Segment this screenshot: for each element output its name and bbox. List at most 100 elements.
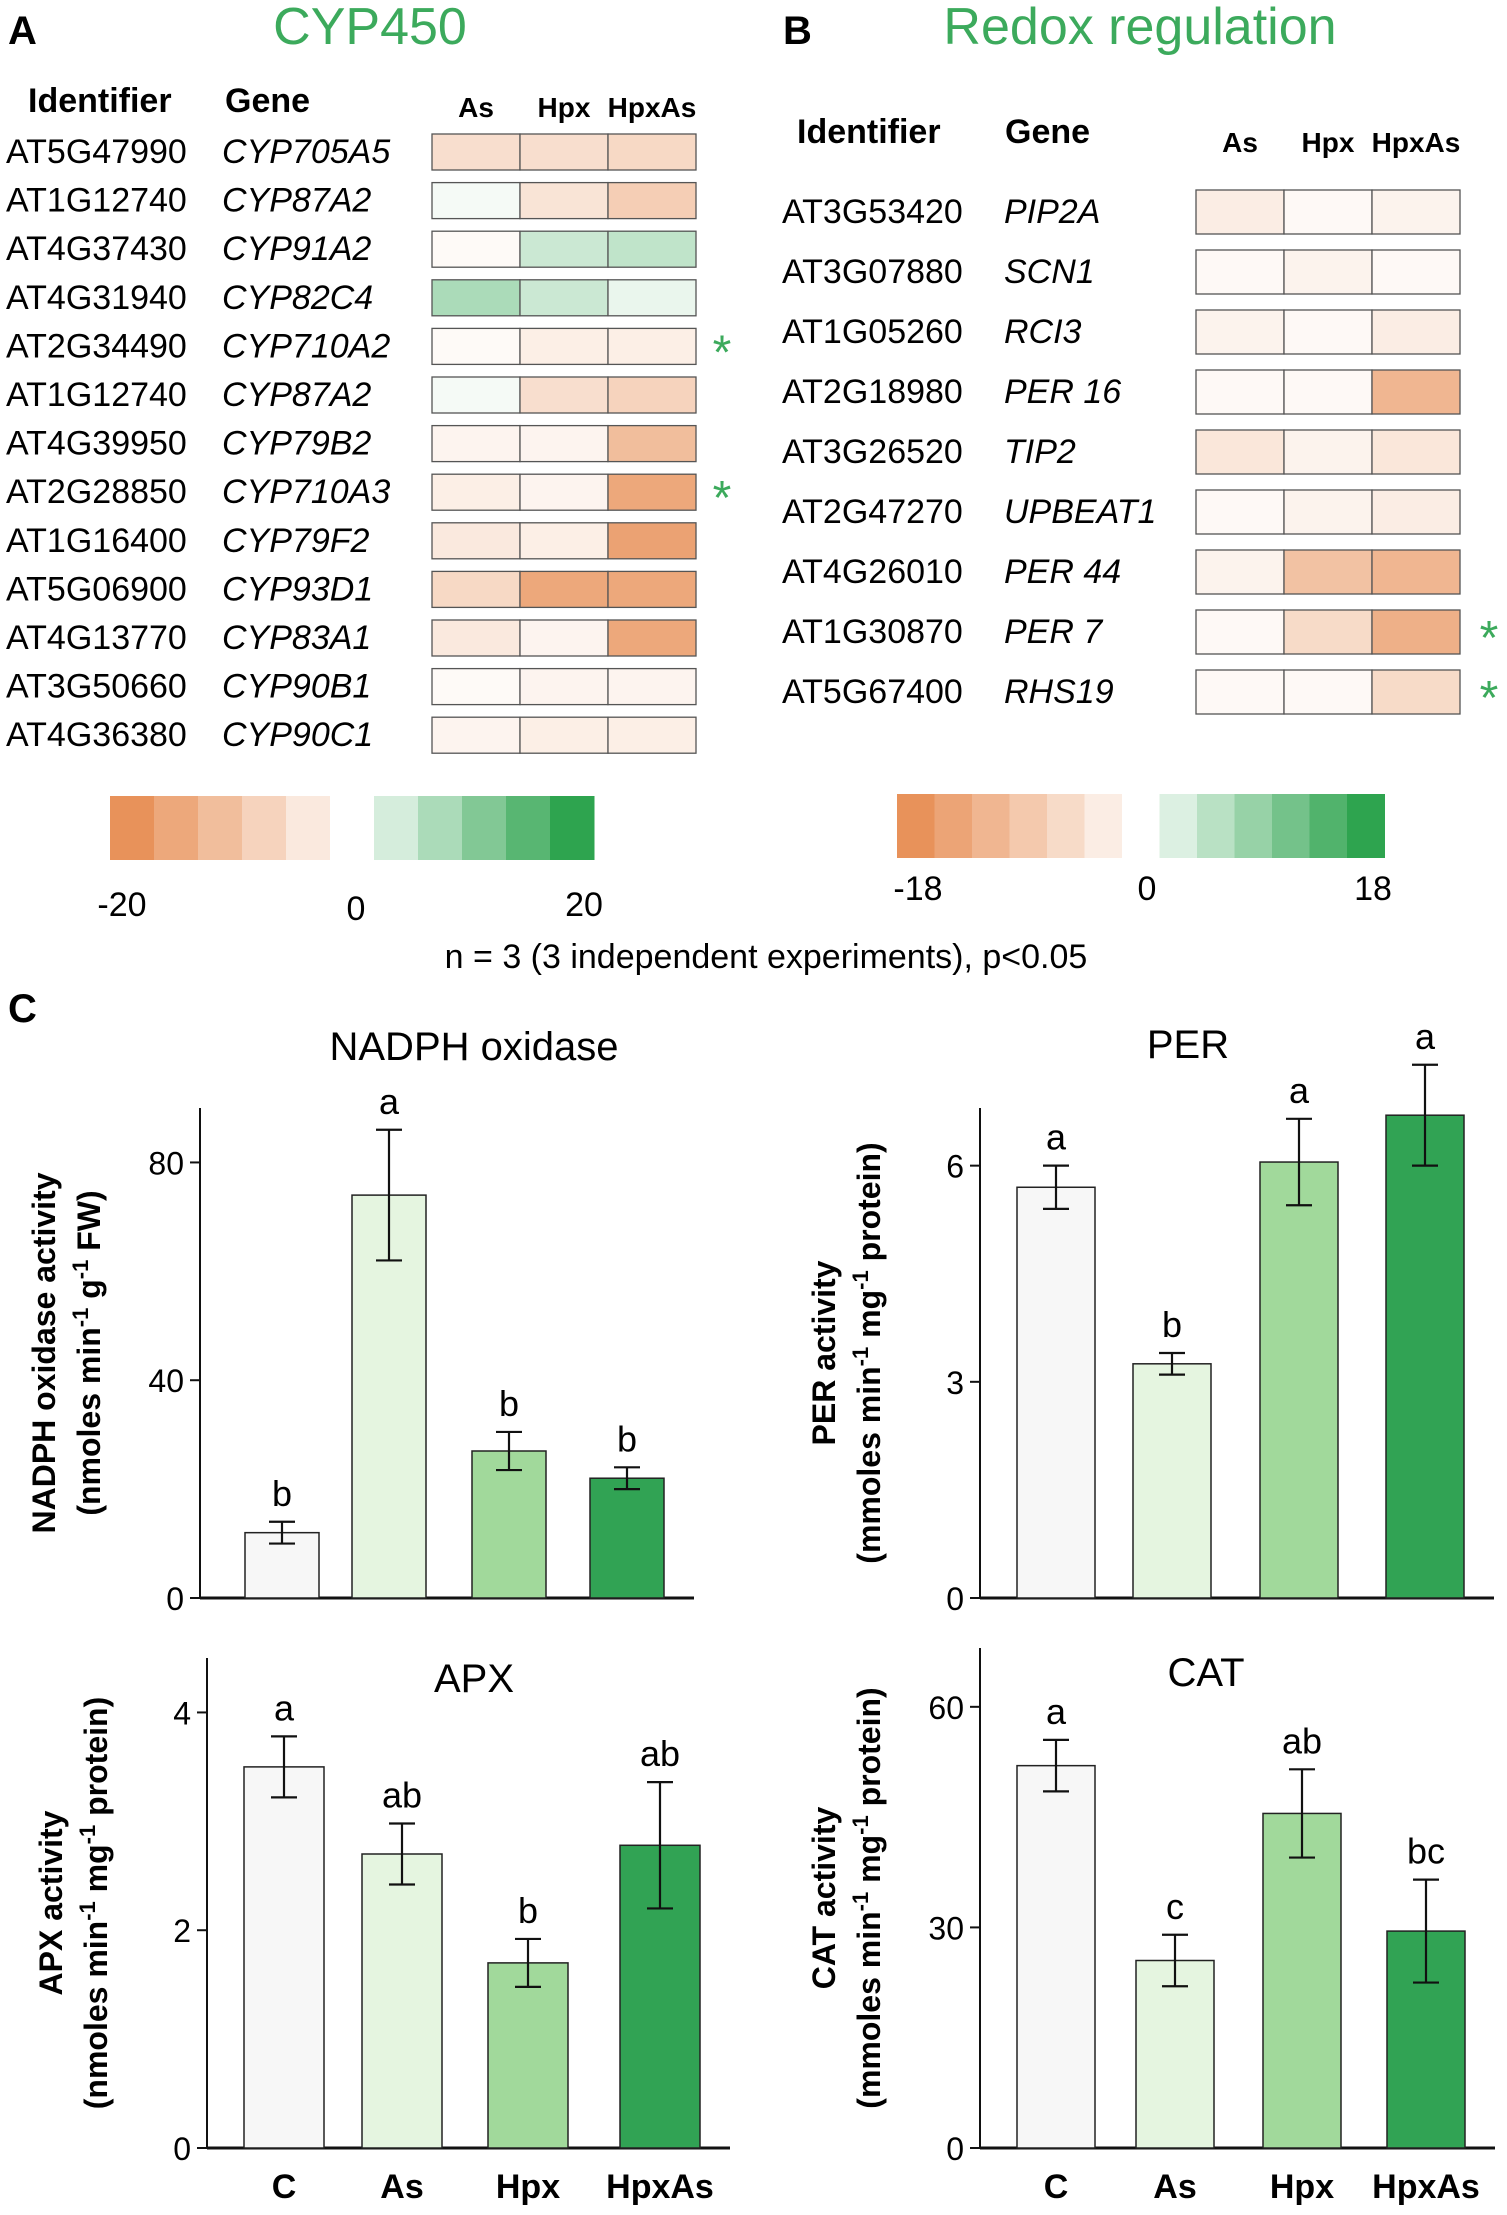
significance-letter: ab (640, 1733, 680, 1774)
color-scale-swatch (972, 794, 1010, 858)
gene-row: AT3G53420 PIP2A (782, 189, 1461, 235)
color-scale-swatch (330, 796, 375, 860)
gene-name: RCI3 (1004, 313, 1082, 351)
heatmap-cell (431, 473, 521, 511)
heatmap-cell (607, 181, 697, 220)
heatmap-cell (1195, 489, 1285, 535)
significance-letter: a (274, 1687, 295, 1728)
significance-star: * (1480, 672, 1499, 725)
gene-name: CYP93D1 (222, 570, 373, 608)
significance-letter: a (1046, 1117, 1067, 1158)
unit-text: FW) (71, 1190, 107, 1259)
heatmap-cell (1195, 249, 1285, 295)
heatmap-cell (519, 424, 609, 463)
color-scale-swatch (1347, 794, 1385, 858)
heatmap-cell (1283, 609, 1373, 655)
panel-b-identifier-header: Identifier (797, 113, 941, 151)
bar-As (1132, 1363, 1212, 1599)
heatmap-cell (1195, 189, 1285, 235)
color-scale-swatch (1159, 794, 1198, 858)
gene-identifier: AT2G47270 (782, 493, 963, 531)
bar-As (1135, 1959, 1215, 2149)
heatmap-cell (519, 667, 609, 706)
significance-letter: a (1046, 1691, 1067, 1732)
heatmap-cell (519, 327, 609, 366)
color-scale-swatch (462, 796, 507, 860)
color-scale-swatch (154, 796, 199, 860)
gene-name: CYP87A2 (222, 182, 371, 220)
gene-row: AT3G26520 TIP2 (782, 429, 1461, 475)
gene-row: AT1G30870 PER 7 * (782, 609, 1498, 665)
gene-identifier: AT5G47990 (6, 133, 187, 171)
heatmap-cell (607, 376, 697, 414)
panel-b-condition-headers: As Hpx HpxAs (1222, 127, 1460, 158)
color-scale-swatch (897, 794, 935, 858)
panel-b-scale-max: 18 (1354, 870, 1392, 908)
heatmap-cell (1283, 669, 1373, 715)
gene-name: CYP83A1 (222, 619, 371, 657)
y-tick-label: 0 (173, 2131, 191, 2167)
panel-c-letter: C (8, 987, 37, 1031)
gene-name: TIP2 (1004, 433, 1076, 471)
chart-title: APX (434, 1657, 514, 1701)
bar-HpxAs (619, 1844, 701, 2149)
heatmap-cell (1283, 369, 1373, 415)
significance-letter: bc (1407, 1831, 1445, 1872)
heatmap-cell (607, 522, 697, 560)
heatmap-cell (1283, 309, 1373, 355)
heatmap-cell (607, 230, 697, 268)
y-tick-label: 6 (946, 1149, 964, 1185)
heatmap-cell (1195, 669, 1285, 715)
color-scale-swatch (418, 796, 463, 860)
panel-a: A CYP450 Identifier Gene As Hpx HpxAs AT5G… (6, 0, 731, 928)
unit-superscript: -1 (68, 1308, 93, 1328)
bar-C (243, 1766, 325, 2149)
heatmap-cell (1371, 549, 1461, 595)
gene-row: AT2G18980 PER 16 (782, 369, 1461, 415)
gene-row: AT1G16400 CYP79F2 (6, 522, 697, 560)
gene-identifier: AT1G05260 (782, 313, 963, 351)
panel-b-scale-min: -18 (893, 870, 942, 908)
color-scale-swatch (1197, 794, 1235, 858)
heatmap-cell (431, 570, 521, 609)
gene-row: AT1G12740 CYP87A2 (6, 181, 697, 220)
heatmap-cell (431, 667, 521, 706)
significance-letter: c (1166, 1886, 1184, 1927)
x-category-label: As (380, 2168, 423, 2206)
heatmap-cell (1371, 489, 1461, 535)
heatmap-cell (1283, 189, 1373, 235)
panel-a-rows: AT5G47990 CYP705A5 AT1G12740 CYP87A2 AT4G374… (6, 133, 731, 754)
gene-name: CYP705A5 (222, 133, 390, 171)
significance-letter: b (272, 1473, 292, 1514)
heatmap-cell (1371, 249, 1461, 295)
significance-letter: ab (1282, 1720, 1322, 1761)
gene-identifier: AT1G30870 (782, 613, 963, 651)
unit-text: (nmoles min (71, 1327, 107, 1515)
gene-row: AT4G26010 PER 44 (782, 549, 1461, 595)
bar-HpxAs (589, 1477, 665, 1599)
panel-a-color-scale (110, 796, 595, 860)
heatmap-cell (1283, 429, 1373, 475)
gene-row: AT1G12740 CYP87A2 (6, 376, 697, 414)
significance-letter: b (617, 1418, 637, 1459)
gene-row: AT1G05260 RCI3 (782, 309, 1461, 355)
panel-b-title: Redox regulation (943, 0, 1336, 56)
heatmap-cell (431, 133, 521, 171)
gene-name: PIP2A (1004, 193, 1100, 231)
gene-identifier: AT5G06900 (6, 570, 187, 608)
heatmap-cell (431, 376, 521, 414)
unit-text: protein) (851, 1142, 887, 1270)
condition-label-2: HpxAs (608, 92, 697, 123)
y-axis-label: CAT activity (806, 1807, 842, 1990)
gene-identifier: AT4G31940 (6, 279, 187, 317)
color-scale-swatch (1047, 794, 1085, 858)
gene-name: CYP710A3 (222, 473, 390, 511)
gene-identifier: AT4G39950 (6, 425, 187, 463)
heatmap-cell (519, 619, 609, 657)
heatmap-cell (431, 181, 521, 220)
condition-label-0: As (1222, 127, 1258, 158)
gene-row: AT5G67400 RHS19 * (782, 669, 1499, 725)
gene-name: CYP91A2 (222, 230, 371, 268)
unit-superscript: -1 (848, 1270, 873, 1290)
